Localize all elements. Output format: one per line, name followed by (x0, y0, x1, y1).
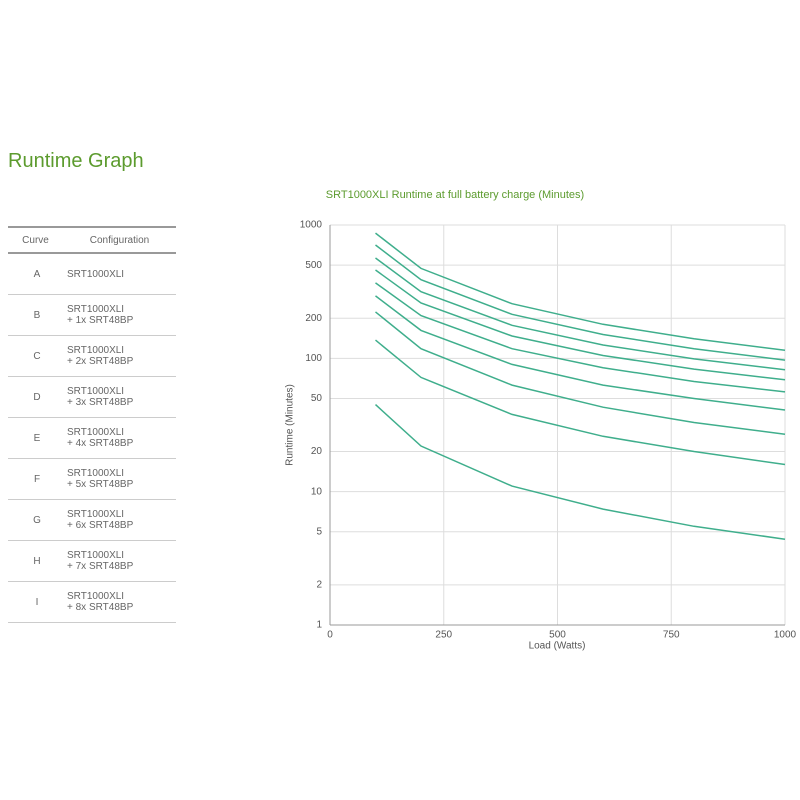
series-line (375, 295, 786, 411)
table-cell: SRT1000XLI + 5x SRT48BP (63, 458, 176, 500)
table-cell: SRT1000XLI + 2x SRT48BP (63, 335, 176, 377)
column-header: Configuration (63, 226, 176, 254)
x-tick-label: 750 (663, 630, 680, 641)
y-tick-label: 200 (305, 313, 322, 324)
y-tick-label: 500 (305, 260, 322, 271)
table-cell: SRT1000XLI + 8x SRT48BP (63, 581, 176, 623)
table-cell: G (8, 499, 63, 541)
page-title: Runtime Graph (8, 150, 144, 172)
table-cell: I (8, 581, 63, 623)
series-line (375, 282, 786, 393)
table-cell: SRT1000XLI (63, 253, 176, 295)
table-cell: SRT1000XLI + 6x SRT48BP (63, 499, 176, 541)
y-tick-label: 5 (316, 526, 322, 537)
y-tick-label: 20 (311, 446, 323, 457)
table-row: A SRT1000XLI (8, 253, 176, 295)
x-tick-label: 0 (327, 630, 333, 641)
column-header: Curve (8, 226, 63, 254)
y-tick-label: 1 (316, 620, 322, 631)
table-cell: SRT1000XLI + 4x SRT48BP (63, 417, 176, 459)
table-row: G SRT1000XLI + 6x SRT48BP (8, 499, 176, 541)
table-cell: D (8, 376, 63, 418)
x-tick-label: 250 (435, 630, 452, 641)
y-tick-label: 50 (311, 393, 323, 404)
series-line (375, 269, 786, 381)
table-row: D SRT1000XLI + 3x SRT48BP (8, 376, 176, 418)
chart-title: SRT1000XLI Runtime at full battery charg… (326, 189, 584, 201)
table-cell: SRT1000XLI + 7x SRT48BP (63, 540, 176, 582)
x-tick-label: 500 (549, 630, 566, 641)
y-tick-label: 1000 (300, 220, 323, 231)
series-line (375, 257, 786, 371)
y-tick-label: 10 (311, 486, 323, 497)
table-row: H SRT1000XLI + 7x SRT48BP (8, 540, 176, 582)
table-cell: SRT1000XLI + 1x SRT48BP (63, 294, 176, 336)
y-tick-label: 100 (305, 353, 322, 364)
config-table: Curve Configuration A SRT1000XLI B SRT1000XL… (8, 226, 176, 623)
table-cell: F (8, 458, 63, 500)
table-cell: A (8, 253, 63, 295)
table-row: C SRT1000XLI + 2x SRT48BP (8, 335, 176, 377)
series-line (374, 404, 786, 540)
table-cell: H (8, 540, 63, 582)
table-row: B SRT1000XLI + 1x SRT48BP (8, 294, 176, 336)
series-line (375, 232, 786, 351)
y-tick-label: 2 (316, 580, 322, 591)
series-line (375, 339, 786, 466)
table-cell: B (8, 294, 63, 336)
series-line (375, 311, 786, 435)
table-cell: SRT1000XLI + 3x SRT48BP (63, 376, 176, 418)
series-line (375, 244, 786, 361)
table-row: E SRT1000XLI + 4x SRT48BP (8, 417, 176, 459)
table-cell: E (8, 417, 63, 459)
x-tick-label: 1000 (774, 630, 797, 641)
table-cell: C (8, 335, 63, 377)
table-row: I SRT1000XLI + 8x SRT48BP (8, 581, 176, 623)
table-row: F SRT1000XLI + 5x SRT48BP (8, 458, 176, 500)
y-axis-label: Runtime (Minutes) (285, 384, 296, 466)
x-axis-label: Load (Watts) (529, 641, 586, 652)
